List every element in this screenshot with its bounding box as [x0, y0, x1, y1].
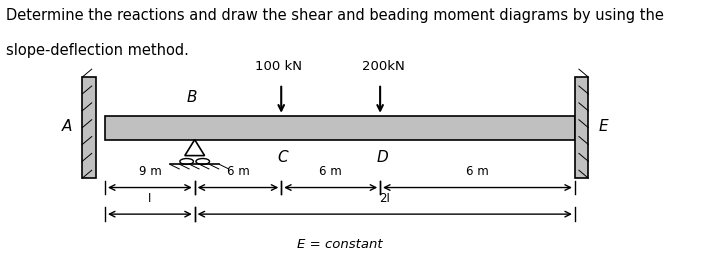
Text: I: I: [148, 192, 152, 205]
Text: 9 m: 9 m: [139, 165, 161, 178]
Text: D: D: [376, 150, 388, 165]
Text: E = constant: E = constant: [297, 238, 383, 251]
Circle shape: [180, 159, 193, 164]
Text: 6 m: 6 m: [466, 165, 489, 178]
Text: C: C: [278, 150, 288, 165]
Text: B: B: [186, 90, 197, 105]
Text: slope-deflection method.: slope-deflection method.: [6, 43, 189, 57]
Text: 2I: 2I: [379, 192, 390, 205]
Bar: [575, 77, 588, 178]
Bar: [82, 77, 96, 178]
Text: 6 m: 6 m: [227, 165, 249, 178]
Polygon shape: [185, 140, 204, 156]
Text: 200kN: 200kN: [362, 60, 404, 73]
Text: Determine the reactions and draw the shear and beading moment diagrams by using : Determine the reactions and draw the she…: [6, 8, 664, 23]
Text: A: A: [61, 119, 72, 134]
Text: 100 kN: 100 kN: [255, 60, 302, 73]
Text: E: E: [599, 119, 609, 134]
Text: 6 m: 6 m: [319, 165, 342, 178]
Bar: [105, 116, 575, 140]
Circle shape: [196, 159, 209, 164]
